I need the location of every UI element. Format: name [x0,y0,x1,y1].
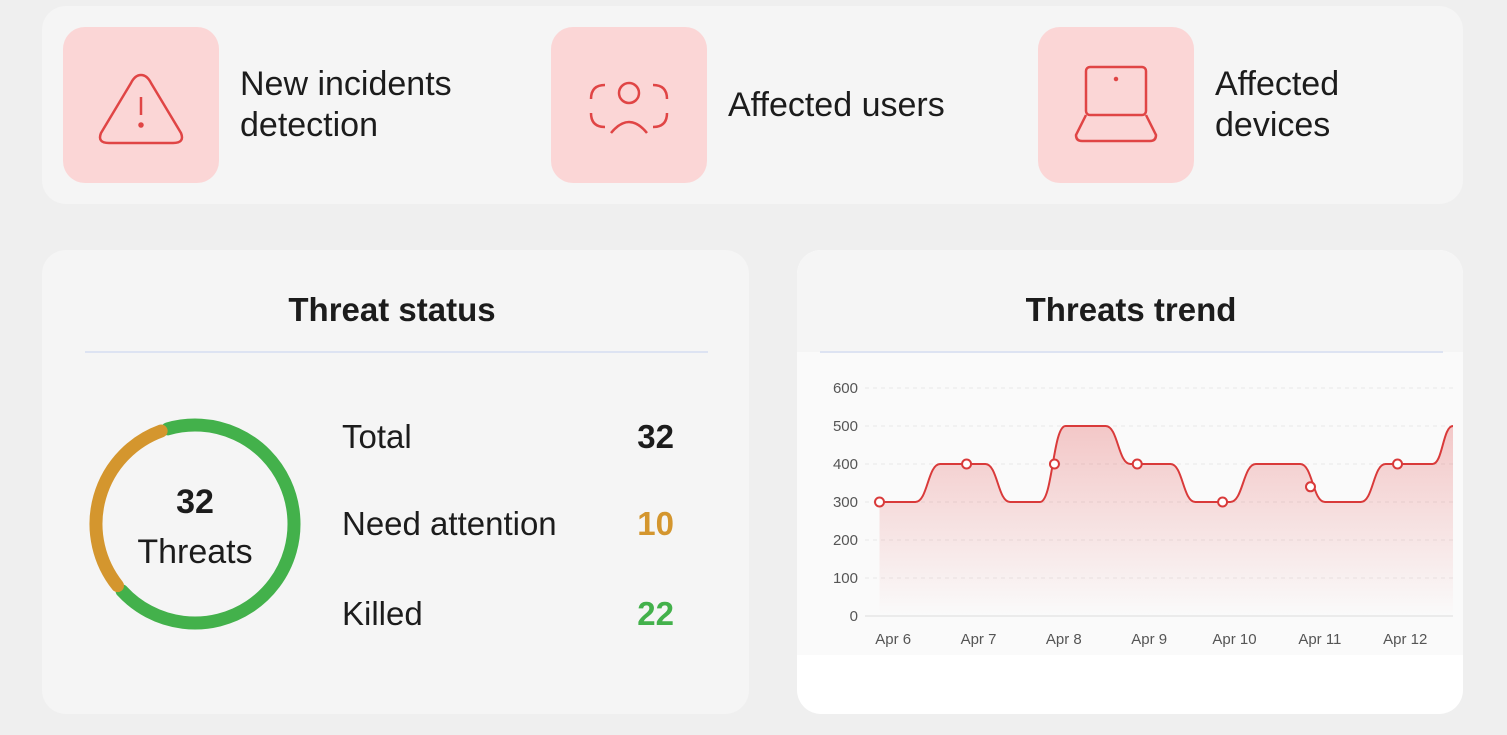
status-label: Killed [342,595,423,632]
point [1217,496,1229,508]
y-tick-label: 400 [833,456,858,473]
panel-header [797,250,1463,352]
icon [98,73,184,145]
status-value: 32 [637,418,674,455]
summary-panel [42,6,1463,204]
y-tick-label: 100 [833,570,858,587]
icon [1074,65,1158,143]
panel-title: Threat status [288,291,496,328]
divider [85,351,708,353]
x-tick-label: Apr 10 [1212,631,1256,648]
y-tick-label: 200 [833,532,858,549]
y-tick-label: 300 [833,494,858,511]
status-value: 22 [637,595,674,632]
x-tick-label: Apr 12 [1383,631,1427,648]
divider [820,351,1443,353]
card-label: Affected users [728,85,945,124]
status-label: Need attention [342,505,557,542]
x-tick-label: Apr 11 [1298,631,1341,648]
y-tick-label: 0 [850,608,858,625]
status-value: 10 [637,505,674,542]
panel-title: Threats trend [1025,291,1237,328]
x-tick-label: Apr 8 [1046,631,1082,648]
donut-segment [89,424,168,593]
donut-center-value: 32 [176,483,214,521]
donut-center-label: Threats [137,533,252,571]
point [961,458,973,470]
devices-icon [1038,27,1194,183]
point [1131,458,1143,470]
donut-segment [115,418,301,630]
users-icon [551,27,707,183]
status-label: Total [342,418,412,455]
threat-status-panel [42,250,749,714]
area [879,426,1453,616]
point [1392,458,1404,470]
y-tick-label: 500 [833,418,858,435]
icon [589,81,669,134]
point [874,496,886,508]
card-label: Affected devices [1215,65,1340,144]
point [1048,458,1060,470]
point [1304,481,1316,493]
x-tick-label: Apr 9 [1131,631,1167,648]
x-tick-label: Apr 7 [961,631,997,648]
line [879,425,1454,503]
y-tick-label: 600 [833,380,858,397]
incident-icon [63,27,219,183]
card-label: New incidents detection [240,65,452,144]
x-tick-label: Apr 6 [875,631,911,648]
